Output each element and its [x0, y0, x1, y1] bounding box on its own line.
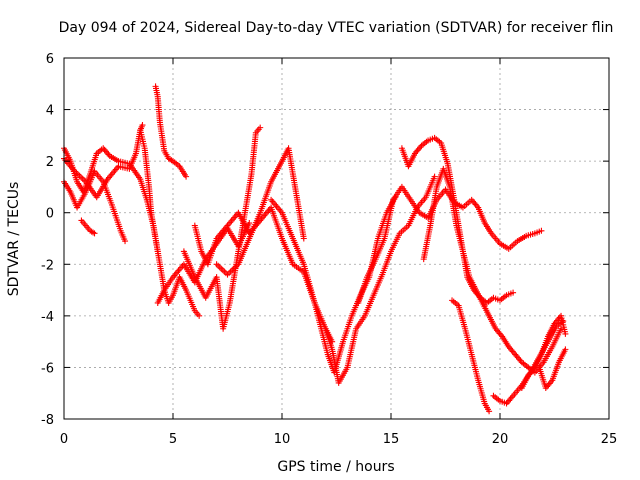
data-point-marker — [562, 330, 569, 337]
axis-ticks — [63, 57, 610, 420]
sat-track-10 — [213, 145, 307, 278]
sat-track-2 — [61, 168, 129, 245]
sat-track-13 — [355, 183, 545, 306]
x-tick-label: 15 — [383, 432, 400, 447]
data-point-marker — [486, 408, 493, 415]
y-tick-label: 4 — [46, 104, 54, 119]
x-tick-label: 0 — [60, 432, 68, 447]
data-point-marker — [122, 238, 129, 245]
sat-track-6 — [152, 83, 190, 180]
sat-track-16 — [449, 297, 493, 415]
x-axis-title: GPS time / hours — [277, 459, 394, 475]
data-point-marker — [562, 346, 569, 353]
sat-track-19 — [536, 346, 569, 392]
x-tick-label: 20 — [492, 432, 509, 447]
data-point-marker — [183, 173, 190, 180]
y-tick-label: -8 — [41, 413, 54, 428]
plot-frame — [63, 57, 610, 420]
sat-track-18 — [518, 312, 569, 392]
y-tick-label: -2 — [41, 258, 54, 273]
data-point-marker — [257, 124, 264, 131]
x-tick-label: 10 — [274, 432, 291, 447]
data-points — [61, 83, 569, 415]
x-tick-label: 25 — [601, 432, 618, 447]
data-point-marker — [538, 227, 545, 234]
y-tick-label: -6 — [41, 361, 54, 376]
sat-track-15 — [420, 165, 565, 376]
y-tick-label: 0 — [46, 207, 54, 222]
data-point-marker — [91, 230, 98, 237]
grid — [64, 58, 609, 419]
sat-track-4 — [78, 217, 98, 237]
y-tick-label: 6 — [46, 52, 54, 67]
data-point-marker — [196, 312, 203, 319]
y-axis-title: SDTVAR / TECUs — [6, 182, 22, 297]
data-point-marker — [300, 235, 307, 242]
chart-title: Day 094 of 2024, Sidereal Day-to-day VTE… — [59, 20, 614, 36]
y-tick-label: 2 — [46, 155, 54, 170]
data-point-marker — [431, 173, 438, 180]
y-tick-label: -4 — [41, 310, 54, 325]
tick-labels: 0 5 10 15 20 25 -8 -6 -4 -2 0 2 4 6 — [41, 52, 617, 447]
sat-track-12 — [322, 173, 438, 386]
x-tick-label: 5 — [169, 432, 177, 447]
data-point-marker — [246, 220, 253, 227]
data-point-marker — [510, 289, 517, 296]
data-point-marker — [139, 122, 146, 129]
